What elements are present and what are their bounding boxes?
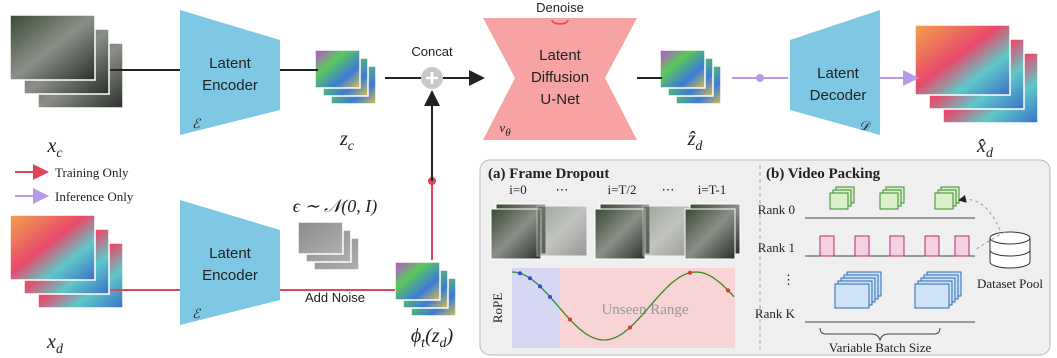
rank-label: Rank 1 [758,240,795,255]
dot [688,271,692,275]
batch [915,284,949,308]
rank-label: Rank 0 [758,202,795,217]
batch [880,193,898,209]
base: ϕ [411,325,421,347]
frame [685,209,735,259]
frame [10,15,95,80]
add-noise-label: Add Noise [305,290,365,305]
batch [855,236,869,256]
encoder-label: Encoder [202,77,258,94]
var: xd [46,331,64,357]
frame [491,209,541,259]
base: z [339,128,348,150]
decoder-label: Decoder [810,87,867,104]
encoder-symbol: ℰ [192,116,201,131]
frame [10,215,95,280]
axis-label: RoPE [490,293,505,323]
rest: (z [425,325,440,347]
pool-label: Dataset Pool [977,276,1043,291]
legend: Training Only Inference Only [15,165,134,204]
diagram: Latent Encoder ℰ Latent Encoder ℰ Latent… [0,0,1057,358]
frame [315,50,360,88]
batch [955,236,969,256]
frame-label: ⋯ [662,182,675,197]
frame [298,222,343,254]
var: zc [339,128,355,154]
dot [538,284,542,288]
dot [548,295,552,299]
dot [518,271,522,275]
sub: d [56,342,64,357]
panel-title: (a) Frame Dropout [488,166,609,182]
noise-label: ϵ ∼ 𝒩(0, I) [293,196,378,217]
sub: d [986,146,994,161]
frame-label: ⋯ [556,182,569,197]
batch [925,236,939,256]
base: x [46,135,56,157]
encoder-label: Encoder [202,267,258,284]
legend-label: Inference Only [55,189,134,204]
rank-label: ⋮ [782,272,795,287]
batch [820,236,834,256]
frame-label: i=T/2 [608,182,637,197]
unet-label: U-Net [540,91,580,108]
encoder-symbol: ℰ [192,306,201,321]
batch [935,193,953,209]
concat-label: Concat [411,44,453,59]
panel-title: (b) Video Packing [766,166,881,182]
base: x̂ [976,135,986,157]
dot [756,74,764,82]
frame [537,206,587,256]
seen-region [512,268,560,348]
sub: θ [505,127,511,139]
var: xc [46,135,63,161]
dot [726,288,730,292]
pool-icon [990,232,1030,244]
frame [915,25,1010,95]
sub: d [695,139,703,154]
batch [830,193,848,209]
var: ϕt(zd) [411,325,454,351]
base: ẑ [687,128,696,150]
encoder-label: Latent [209,55,252,72]
frame-label: i=0 [509,182,526,197]
region-label: Unseen Range [601,302,688,318]
dot [568,318,572,322]
legend-label: Training Only [55,165,129,180]
frame [595,209,645,259]
decoder-label: Latent [817,65,860,82]
var: x̂d [976,135,994,161]
sub: c [56,146,63,161]
dot [528,276,532,280]
unet-label: Diffusion [531,69,589,86]
unet-note: Denoise [536,0,584,15]
dot [628,325,632,329]
brace-label: Variable Batch Size [829,340,932,355]
batch [835,284,869,308]
base: x [46,331,56,353]
end: ) [446,325,454,347]
frame [660,50,705,88]
sub: c [348,139,355,154]
frame [395,262,440,300]
unet-label: Latent [539,47,582,64]
frame-label: i=T-1 [698,182,727,197]
batch [890,236,904,256]
var: ẑd [687,128,704,154]
encoder-label: Latent [209,245,252,262]
rank-label: Rank K [755,306,796,321]
